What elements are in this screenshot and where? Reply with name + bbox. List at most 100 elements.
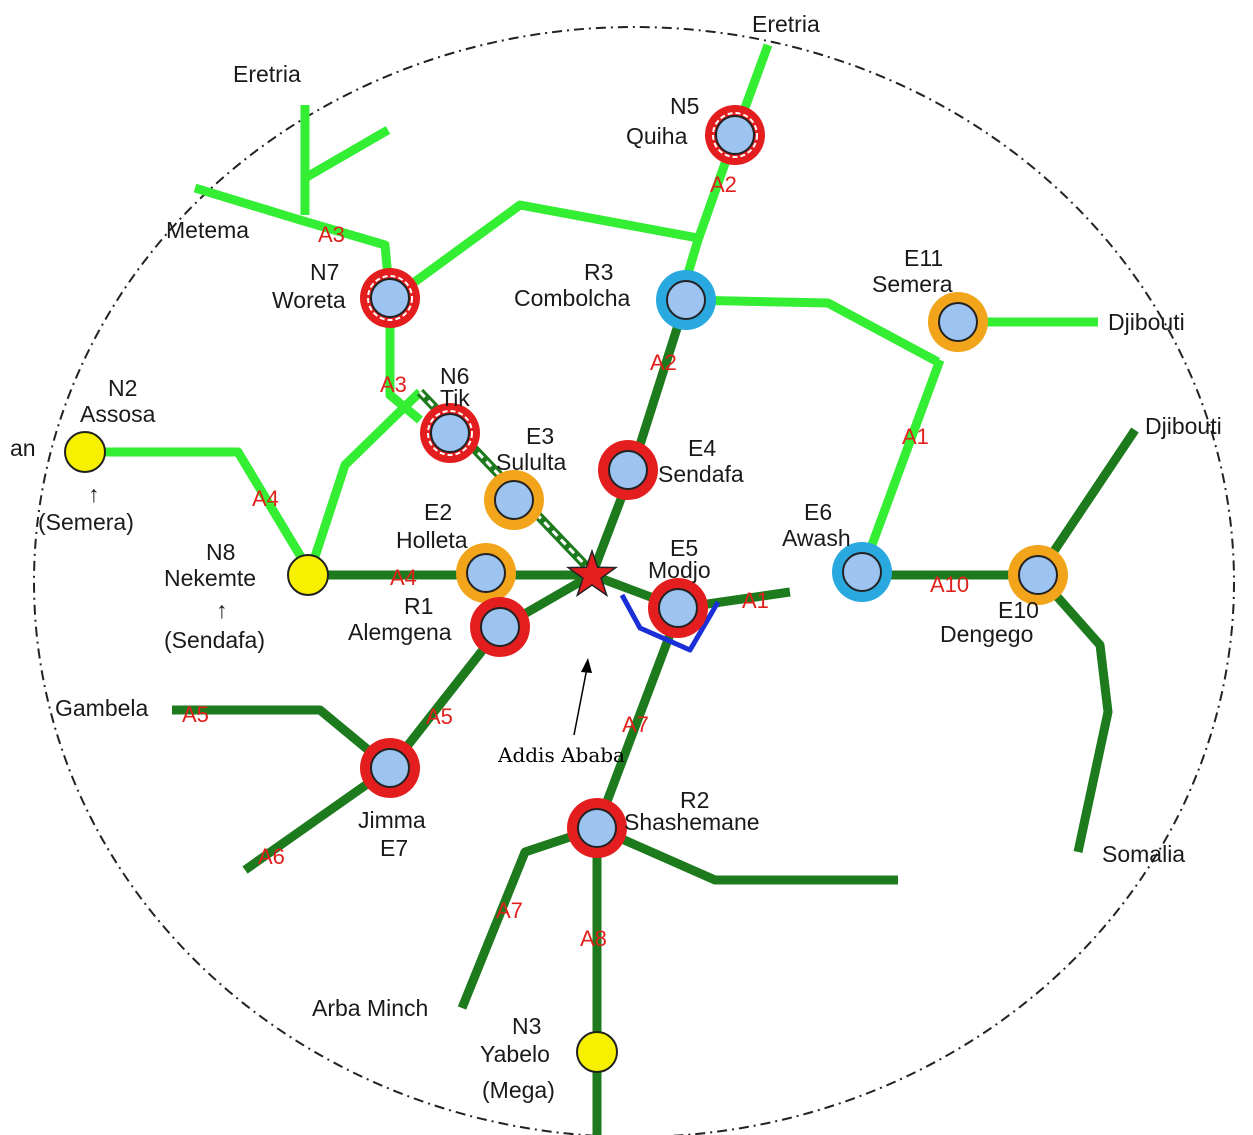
label-n2-arrow: ↑ [88, 481, 100, 507]
label-r1-code: R1 [404, 593, 433, 619]
label-n5-code: N5 [670, 93, 699, 119]
road-assosa-n8 [85, 447, 314, 575]
label-n8-note: (Sendafa) [164, 627, 265, 653]
road-gambela-jimma [172, 705, 393, 772]
dest-sudan: an [10, 435, 36, 461]
road-a3-n8 [305, 388, 424, 574]
route-a4-center: A4 [390, 565, 417, 590]
label-n7-name: Woreta [272, 287, 346, 313]
node-e5 [648, 578, 708, 638]
route-a4-left: A4 [252, 486, 279, 511]
road-modjo-shashemane [592, 606, 685, 830]
road-woreta-n8 [385, 300, 423, 424]
label-e7-code: E7 [380, 835, 408, 861]
label-e6-name: Awash [782, 525, 851, 551]
addis-loop [619, 593, 721, 653]
label-n6-code: N6 [440, 363, 469, 389]
road-shashemane-arba-minch [457, 823, 599, 1010]
dest-metema: Metema [166, 217, 249, 243]
road-eretria-left-branch [302, 126, 391, 182]
route-a10: A10 [930, 572, 969, 597]
route-a7-lower: A7 [496, 898, 523, 923]
node-e11 [928, 292, 988, 352]
label-e10-code: E10 [998, 597, 1039, 623]
label-n3-code: N3 [512, 1013, 541, 1039]
node-e2 [456, 543, 516, 603]
label-r2-code: R2 [680, 787, 709, 813]
capital-star-icon [565, 548, 619, 598]
route-a6: A6 [258, 844, 285, 869]
node-e7 [360, 738, 420, 798]
node-n8 [287, 554, 329, 596]
label-e2-name: Holleta [396, 527, 468, 553]
label-n2-note: (Semera) [38, 509, 134, 535]
label-n3-name: Yabelo [480, 1041, 550, 1067]
label-e2-code: E2 [424, 499, 452, 525]
node-e6 [832, 542, 892, 602]
label-e3-name: Sululta [496, 449, 567, 475]
label-r1-name: Alemgena [348, 619, 452, 645]
road-shashemane-east [595, 823, 898, 885]
dest-eretria-top: Eretria [752, 11, 820, 37]
route-a7-upper: A7 [622, 712, 649, 737]
label-e4-name: Sendafa [658, 461, 744, 487]
node-n7 [360, 268, 420, 328]
node-r3 [656, 270, 716, 330]
label-n8-name: Nekemte [164, 565, 256, 591]
label-e7-name: Jimma [358, 807, 426, 833]
capital-arrow [573, 667, 588, 736]
label-e4-code: E4 [688, 435, 716, 461]
route-a1-upper: A1 [902, 424, 929, 449]
dest-djibouti-upper: Djibouti [1108, 309, 1185, 335]
dest-djibouti-right: Djibouti [1145, 413, 1222, 439]
label-n7-code: N7 [310, 259, 339, 285]
node-e4 [598, 440, 658, 500]
node-n6 [420, 403, 480, 463]
road-woreta-combolcha [387, 200, 699, 304]
road-combolcha-addis [587, 298, 691, 577]
route-a3-lower: A3 [380, 372, 407, 397]
road-semera-awash [857, 358, 945, 574]
road-combolcha-semera [685, 295, 941, 366]
boundary-circle [33, 26, 1235, 1135]
label-e11-code: E11 [904, 245, 943, 271]
label-n2-name: Assosa [80, 401, 156, 427]
dest-eretria-left: Eretria [233, 61, 301, 87]
label-r2-name: Shashemane [624, 809, 760, 835]
node-r2 [567, 798, 627, 858]
label-n2-code: N2 [108, 375, 137, 401]
label-e5-name: Modjo [648, 557, 711, 583]
label-e5-code: E5 [670, 535, 698, 561]
route-a2-lower: A2 [650, 350, 677, 375]
node-n5 [705, 105, 765, 165]
road-eretria-top [675, 43, 773, 302]
dest-arba-minch: Arba Minch [312, 995, 428, 1021]
label-e11-name: Semera [872, 271, 953, 297]
label-n3-note: (Mega) [482, 1077, 555, 1103]
node-e3 [484, 470, 544, 530]
node-n3 [576, 1031, 618, 1073]
route-a8: A8 [580, 926, 607, 951]
route-a5-left: A5 [182, 702, 209, 727]
node-e10 [1008, 545, 1068, 605]
node-r1 [470, 597, 530, 657]
node-n2 [64, 431, 106, 473]
road-dengego-somalia [1034, 572, 1113, 853]
label-e10-name: Dengego [940, 621, 1033, 647]
label-e6-code: E6 [804, 499, 832, 525]
route-a1-lower: A1 [742, 588, 769, 613]
label-r3-name: Combolcha [514, 285, 631, 311]
road-metema [193, 183, 395, 301]
label-n8-code: N8 [206, 539, 235, 565]
arrow-head-icon [581, 658, 592, 673]
label-n5-name: Quiha [626, 123, 688, 149]
route-a5-center: A5 [426, 704, 453, 729]
label-e3-code: E3 [526, 423, 554, 449]
route-a3-upper: A3 [318, 222, 345, 247]
route-a2-upper: A2 [710, 172, 737, 197]
label-n8-arrow: ↑ [216, 597, 228, 623]
dest-somalia: Somalia [1102, 841, 1185, 867]
capital-label: Addis Ababa [497, 743, 625, 767]
dest-gambela: Gambela [55, 695, 149, 721]
